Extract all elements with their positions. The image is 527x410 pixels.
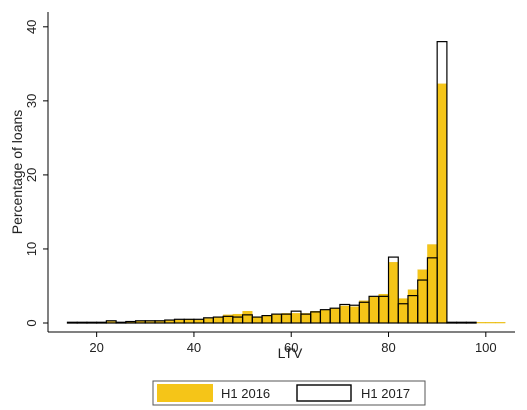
bar-h1-2016 [281,313,292,324]
bar-h1-2016 [242,311,253,324]
bar-h1-2016 [378,293,389,324]
bar-h1-2017 [115,321,127,324]
bar-h1-2016 [398,298,409,324]
bar-h1-2017 [436,41,448,324]
bar-h1-2016 [300,313,311,324]
bar-h1-2016 [329,308,341,324]
bar-h1-2016 [203,318,214,324]
legend-swatch-h1-2017 [296,384,352,402]
bar-h1-2016 [417,269,428,324]
bar-h1-2017 [456,321,467,324]
bar-h1-2016 [213,316,224,324]
y-tick-label: 10 [24,242,39,256]
x-tick-label: 20 [89,340,103,355]
bar-h1-2017 [66,321,78,324]
y-tick-label: 40 [24,20,39,34]
bar-h1-2016 [359,300,370,324]
bar-h1-2017 [96,321,107,324]
x-tick-label: 60 [284,340,298,355]
bar-h1-2016 [388,262,399,324]
y-axis-title: Percentage of loans [9,110,25,235]
axes: 0 10 20 30 40 20 40 60 80 100 [24,12,515,355]
bar-h1-2016 [320,309,331,324]
bar-h1-2016 [349,306,360,324]
x-tick-label: 40 [187,340,201,355]
legend-label-h1-2016: H1 2016 [221,386,270,401]
bar-h1-2016 [495,322,506,324]
y-tick-label: 20 [24,168,39,182]
legend-label-h1-2017: H1 2017 [361,386,410,401]
bar-h1-2016 [310,311,321,324]
bar-h1-2016 [261,315,272,324]
bar-h1-2017 [86,321,98,324]
bar-h1-2016 [291,313,302,324]
x-tick-label: 80 [381,340,395,355]
bar-h1-2016 [339,305,350,324]
bar-h1-2017 [465,321,477,324]
y-tick-label: 30 [24,94,39,108]
bar-h1-2016 [407,289,418,324]
bar-h1-2016 [485,322,496,324]
bar-h1-2016 [271,313,282,324]
legend-swatch-h1-2016 [157,384,213,402]
y-tick-label: 0 [24,319,39,326]
x-tick-label: 100 [475,340,497,355]
legend: H1 2016 H1 2017 [152,380,426,406]
bar-h1-2016 [368,296,379,324]
bars-h1-2017 [66,41,477,324]
bar-h1-2017 [76,321,88,324]
bar-h1-2017 [446,321,458,324]
bar-h1-2016 [252,316,263,324]
bar-h1-2016 [427,244,438,324]
bar-h1-2016 [437,83,448,324]
bar-h1-2016 [475,322,486,324]
bar-h1-2017 [387,256,399,324]
x-axis-title: LTV [278,345,303,361]
bar-h1-2016 [232,313,243,324]
